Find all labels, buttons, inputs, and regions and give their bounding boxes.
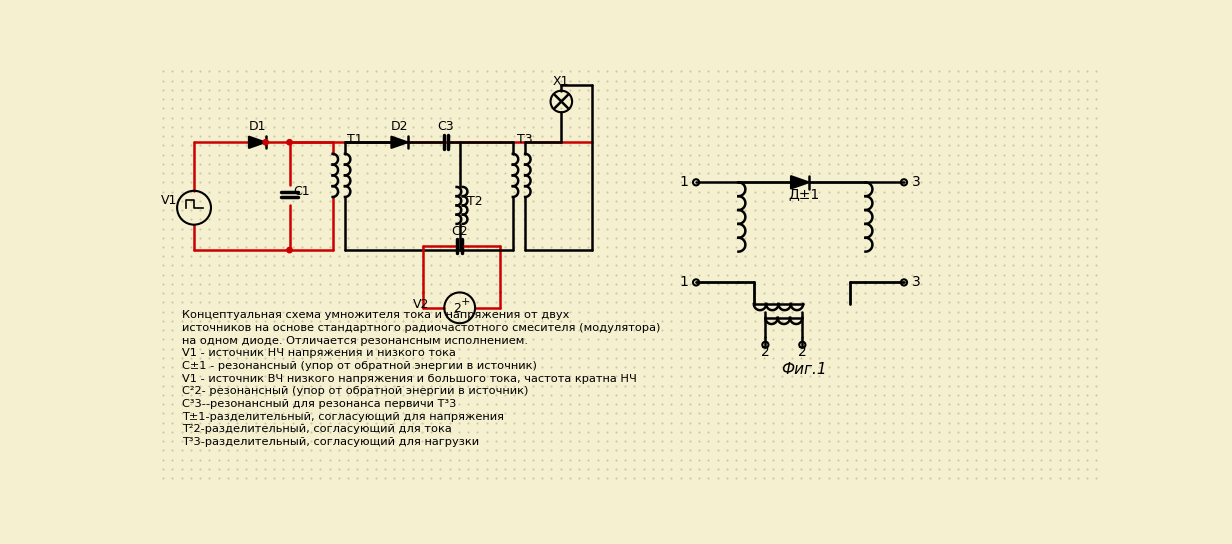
Text: +: + [461, 298, 469, 307]
Text: T1: T1 [347, 133, 363, 146]
Text: T2: T2 [467, 195, 482, 208]
Text: на одном диоде. Отличается резонансным исполнением.: на одном диоде. Отличается резонансным и… [182, 336, 527, 345]
Text: 1: 1 [680, 275, 689, 289]
Text: D1: D1 [249, 120, 266, 133]
Text: 2: 2 [453, 302, 461, 315]
Text: Т±1-разделительный, согласующий для напряжения: Т±1-разделительный, согласующий для напр… [182, 412, 504, 422]
Text: 3: 3 [912, 175, 920, 189]
Circle shape [287, 140, 292, 145]
Text: C2: C2 [451, 225, 468, 238]
Circle shape [287, 248, 292, 253]
Polygon shape [392, 137, 408, 148]
Text: Концептуальная схема умножителя тока и напряжения от двух: Концептуальная схема умножителя тока и н… [182, 310, 569, 320]
Text: X1: X1 [553, 75, 569, 88]
Text: Т²2-разделительный, согласующий для тока: Т²2-разделительный, согласующий для тока [182, 424, 451, 435]
Text: V1: V1 [161, 194, 177, 207]
Text: 2: 2 [798, 344, 807, 358]
Polygon shape [791, 176, 809, 189]
Text: С³3--резонансный для резонанса первичи Т³3: С³3--резонансный для резонанса первичи Т… [182, 399, 456, 409]
Text: V2: V2 [413, 298, 430, 311]
Polygon shape [249, 137, 266, 148]
Text: Фиг.1: Фиг.1 [781, 362, 827, 377]
Text: C3: C3 [437, 120, 455, 133]
Text: V1 - источник ВЧ низкого напряжения и большого тока, частота кратна НЧ: V1 - источник ВЧ низкого напряжения и бо… [182, 374, 637, 384]
Text: Т³3-разделительный, согласующий для нагрузки: Т³3-разделительный, согласующий для нагр… [182, 437, 479, 447]
Text: 2: 2 [761, 344, 770, 358]
Text: C1: C1 [293, 184, 310, 197]
Text: С²2- резонансный (упор от обратной энергии в источник): С²2- резонансный (упор от обратной энерг… [182, 386, 529, 397]
Text: источников на основе стандартного радиочастотного смесителя (модулятора): источников на основе стандартного радиоч… [182, 323, 660, 333]
Text: 3: 3 [912, 275, 920, 289]
Text: 1: 1 [680, 175, 689, 189]
Text: С±1 - резонансный (упор от обратной энергии в источник): С±1 - резонансный (упор от обратной энер… [182, 361, 537, 371]
Text: D2: D2 [391, 120, 408, 133]
Text: Д±1: Д±1 [788, 187, 819, 201]
Text: V1 - источник НЧ напряжения и низкого тока: V1 - источник НЧ напряжения и низкого то… [182, 348, 456, 358]
Circle shape [262, 140, 269, 145]
Text: T3: T3 [517, 133, 533, 146]
